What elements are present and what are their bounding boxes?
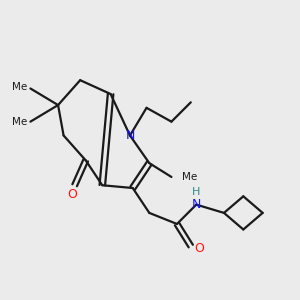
Text: O: O: [67, 188, 77, 201]
Text: Me: Me: [182, 172, 198, 182]
Text: N: N: [192, 198, 201, 211]
Text: H: H: [192, 187, 200, 197]
Text: Me: Me: [12, 117, 28, 127]
Text: O: O: [194, 242, 204, 255]
Text: Me: Me: [12, 82, 28, 92]
Text: N: N: [125, 129, 135, 142]
